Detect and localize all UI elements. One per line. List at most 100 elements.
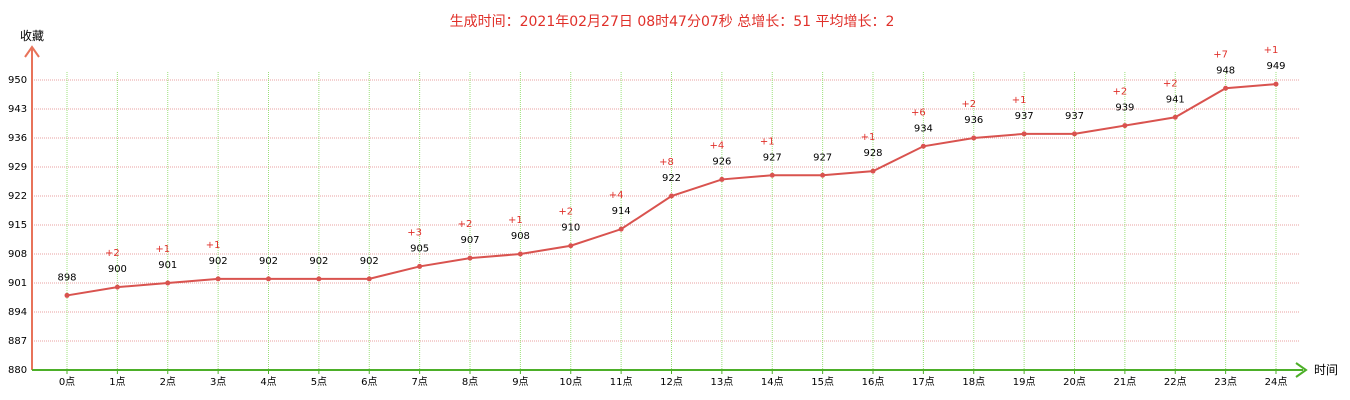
data-value-label: 914 [612, 206, 631, 217]
data-value-label: 937 [1065, 111, 1084, 122]
y-tick-label: 894 [8, 307, 27, 318]
y-tick-label: 901 [8, 278, 27, 289]
x-tick-label: 23点 [1214, 376, 1237, 388]
data-value-label: 902 [259, 256, 278, 267]
x-tick-label: 2点 [160, 376, 176, 388]
axes: 收藏 时间 [20, 29, 1338, 378]
data-value-label: 902 [209, 256, 228, 267]
x-tick-label: 4点 [260, 376, 276, 388]
grid [32, 72, 1300, 374]
data-point [215, 276, 221, 282]
data-value-label: 905 [410, 243, 429, 254]
data-value-label: 908 [511, 231, 530, 242]
x-tick-label: 19点 [1013, 376, 1036, 388]
x-axis-label: 时间 [1314, 363, 1338, 377]
data-point [568, 243, 574, 249]
data-value-label: 937 [1015, 111, 1034, 122]
data-point [417, 263, 423, 269]
series-line [66, 83, 1277, 297]
increment-label: +1 [1012, 95, 1027, 106]
data-point [1021, 131, 1027, 137]
data-value-label: 898 [57, 272, 76, 283]
y-tick-label: 887 [8, 336, 27, 347]
data-point [920, 143, 926, 149]
data-point [517, 251, 523, 257]
x-tick-label: 22点 [1164, 376, 1187, 388]
increment-label: +4 [710, 140, 725, 151]
x-tick-label: 9点 [512, 376, 528, 388]
x-tick-label: 5点 [311, 376, 327, 388]
x-tick-label: 20点 [1063, 376, 1086, 388]
data-point [64, 292, 70, 298]
data-point [366, 276, 372, 282]
data-value-label: 927 [763, 152, 782, 163]
x-tick-label: 10点 [559, 376, 582, 388]
data-point [1273, 81, 1279, 87]
y-tick-label: 922 [8, 191, 27, 202]
y-tick-label: 950 [8, 75, 27, 86]
x-tick-labels: 0点 1点 2点 3点 4点 5点 6点 7点 8点 9点 10点 11点 12点 13点 14点 15点 16… [59, 376, 1288, 388]
x-tick-label: 8点 [462, 376, 478, 388]
y-tick-label: 929 [8, 162, 27, 173]
increment-label: +1 [861, 132, 876, 143]
data-value-label: 922 [662, 173, 681, 184]
y-tick-label: 936 [8, 133, 27, 144]
y-tick-label: 943 [8, 104, 27, 115]
data-point [1122, 123, 1128, 129]
increment-label: +2 [961, 99, 976, 110]
data-value-label: 926 [712, 156, 731, 167]
increment-label: +8 [659, 157, 674, 168]
data-point [618, 226, 624, 232]
data-point [669, 193, 674, 199]
increment-label: +1 [760, 136, 775, 147]
data-value-label: 927 [813, 152, 832, 163]
data-value-label: 901 [158, 260, 177, 271]
x-tick-label: 6点 [361, 376, 377, 388]
data-value-label: 900 [108, 264, 127, 275]
data-point [769, 172, 775, 178]
increment-label: +6 [911, 107, 926, 118]
data-value-label: 902 [309, 256, 328, 267]
increment-label: +4 [609, 190, 624, 201]
data-value-label: 948 [1216, 65, 1235, 76]
x-tick-label: 7点 [411, 376, 427, 388]
x-tick-label: 13点 [711, 376, 734, 388]
x-tick-label: 0点 [59, 376, 75, 388]
data-point [165, 280, 171, 286]
x-tick-label: 14点 [761, 376, 784, 388]
data-point [316, 276, 322, 282]
data-point [114, 284, 120, 290]
y-tick-labels: 880 887 894 901 908 915 922 929 936 943 950 [8, 75, 27, 376]
x-tick-label: 17点 [912, 376, 935, 388]
y-tick-label: 908 [8, 249, 27, 260]
y-tick-label: 915 [8, 220, 27, 231]
increment-label: +1 [155, 244, 170, 255]
series-collection [64, 81, 1279, 298]
increment-label: +7 [1213, 49, 1228, 60]
x-tick-label: 18点 [962, 376, 985, 388]
y-axis-arrow-icon [24, 45, 40, 58]
data-value-label: 907 [460, 235, 479, 246]
x-tick-label: 12点 [660, 376, 683, 388]
x-tick-label: 24点 [1265, 376, 1288, 388]
increment-label: +1 [508, 215, 523, 226]
x-tick-label: 21点 [1114, 376, 1137, 388]
increment-label: +1 [206, 240, 221, 251]
y-axis-label: 收藏 [20, 29, 44, 43]
data-value-label: 910 [561, 223, 580, 234]
increment-label: +1 [1264, 45, 1279, 56]
data-point [1223, 85, 1229, 91]
data-value-label: 928 [863, 148, 882, 159]
increment-label: +2 [1163, 78, 1178, 89]
data-value-label: 939 [1115, 103, 1134, 114]
x-tick-label: 15点 [811, 376, 834, 388]
x-tick-label: 11点 [610, 376, 633, 388]
data-point [971, 135, 977, 141]
data-point [266, 276, 271, 282]
increment-label: +2 [105, 248, 120, 259]
data-point [467, 255, 473, 261]
data-value-label: 941 [1166, 94, 1185, 105]
data-value-label: 902 [360, 256, 379, 267]
increment-label: +2 [1113, 87, 1128, 98]
